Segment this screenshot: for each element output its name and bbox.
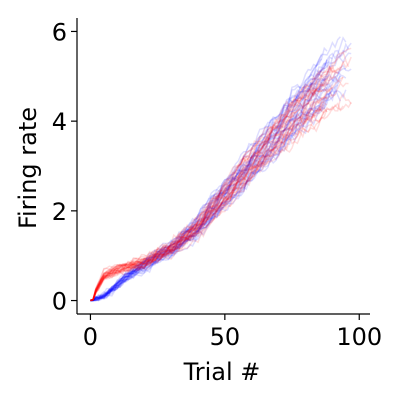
x-axis-label: Trial # — [183, 358, 261, 386]
blue-trial-trace — [90, 79, 342, 302]
red-trial-trace — [90, 107, 325, 302]
blue-trial-trace — [90, 59, 328, 302]
red-trial-trace — [90, 59, 350, 302]
blue-trial-trace — [90, 91, 331, 302]
blue-trial-trace — [90, 54, 323, 302]
blue-trial-trace — [90, 36, 341, 302]
red-trial-trace — [90, 82, 331, 302]
red-trial-trace — [90, 82, 349, 302]
blue-trial-trace — [90, 69, 325, 302]
traces-blue — [90, 36, 352, 302]
blue-trial-trace — [90, 79, 323, 302]
blue-trial-trace — [90, 75, 328, 302]
red-trial-trace — [90, 92, 352, 302]
blue-trial-trace — [90, 36, 347, 302]
red-trial-trace — [90, 94, 336, 302]
y-tick-label: 0 — [52, 288, 67, 316]
blue-trial-trace — [90, 58, 323, 302]
blue-trial-trace — [90, 89, 347, 302]
blue-trial-trace — [90, 74, 347, 302]
red-trial-trace — [90, 66, 341, 302]
blue-trial-trace — [90, 86, 342, 301]
blue-trial-trace — [90, 90, 333, 302]
red-trial-trace — [90, 67, 325, 302]
traces-red — [90, 47, 352, 302]
blue-trial-trace — [90, 97, 325, 302]
y-tick-label: 6 — [52, 18, 67, 46]
blue-trial-trace — [90, 56, 333, 301]
red-trial-trace — [90, 102, 323, 302]
x-tick-label: 0 — [83, 323, 98, 351]
blue-trial-trace — [90, 67, 346, 302]
red-trial-trace — [90, 84, 334, 302]
blue-trial-trace — [90, 71, 341, 302]
blue-trial-trace — [90, 61, 331, 302]
blue-trial-trace — [90, 59, 328, 302]
x-tick-label: 50 — [210, 323, 241, 351]
x-ticks: 0 50 100 — [83, 314, 382, 351]
blue-trial-trace — [90, 84, 339, 302]
y-ticks: 0 2 4 6 — [52, 18, 77, 316]
y-tick-label: 4 — [52, 108, 67, 136]
red-trial-trace — [90, 101, 325, 302]
blue-trial-trace — [90, 83, 328, 302]
blue-trial-trace — [90, 42, 352, 302]
blue-trial-trace — [90, 42, 350, 302]
red-trial-trace — [90, 86, 322, 302]
red-trial-trace — [90, 86, 334, 302]
blue-trial-trace — [90, 46, 328, 302]
red-trial-trace — [90, 64, 331, 302]
red-trial-trace — [90, 105, 328, 302]
red-trial-trace — [90, 75, 344, 302]
y-tick-label: 2 — [52, 198, 67, 226]
red-trial-trace — [90, 72, 336, 302]
red-trial-trace — [90, 101, 352, 302]
red-trial-trace — [90, 76, 344, 302]
red-trial-trace — [90, 65, 339, 302]
y-axis-label: Firing rate — [14, 107, 42, 229]
red-trial-trace — [90, 56, 352, 302]
red-trial-trace — [90, 102, 328, 302]
blue-trial-trace — [90, 75, 342, 302]
red-trial-trace — [90, 81, 328, 302]
red-trial-trace — [90, 50, 347, 301]
red-trial-trace — [90, 104, 344, 302]
red-trial-trace — [90, 110, 328, 302]
red-trial-trace — [90, 96, 328, 302]
blue-trial-trace — [90, 64, 352, 302]
red-trial-trace — [90, 47, 352, 302]
red-trial-trace — [90, 97, 323, 302]
blue-trial-trace — [90, 90, 333, 302]
blue-trial-trace — [90, 82, 328, 302]
red-trial-trace — [90, 96, 328, 302]
blue-trial-trace — [90, 52, 352, 302]
x-tick-label: 100 — [336, 323, 382, 351]
